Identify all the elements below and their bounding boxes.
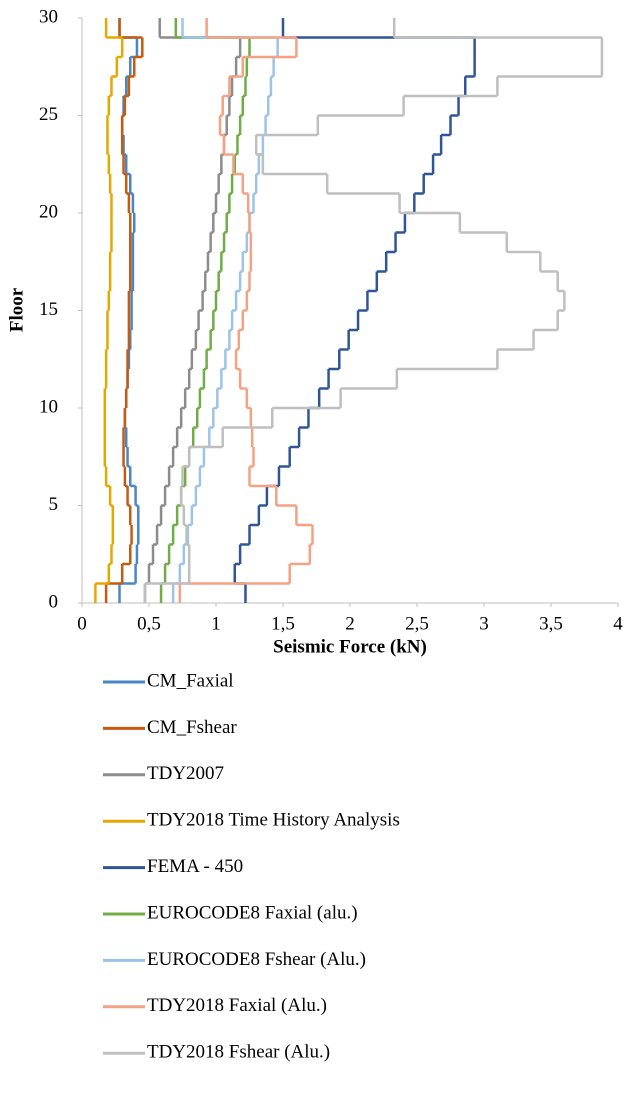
x-tick-label: 1,5 [271,613,295,634]
legend-label: CM_Faxial [147,670,234,691]
y-tick-label: 20 [39,201,58,222]
legend-label: EUROCODE8 Fshear (Alu.) [147,949,366,970]
x-tick-label: 0,5 [137,613,161,634]
legend-label: TDY2007 [147,763,224,784]
x-tick-label: 0 [77,613,87,634]
legend-label: FEMA - 450 [147,856,243,877]
x-tick-label: 2 [345,613,355,634]
x-tick-label: 3,5 [539,613,563,634]
legend-label: TDY2018 Faxial (Alu.) [147,995,327,1016]
y-tick-label: 0 [49,591,59,612]
x-tick-label: 3 [479,613,489,634]
y-tick-label: 15 [39,299,58,320]
legend-label: EUROCODE8 Faxial (alu.) [147,902,358,923]
x-tick-label: 1 [211,613,221,634]
legend-label: TDY2018 Fshear (Alu.) [147,1042,330,1063]
x-axis-label: Seismic Force (kN) [273,636,427,657]
y-tick-label: 30 [39,6,58,27]
legend-label: CM_Fshear [147,717,237,738]
y-tick-label: 10 [39,396,58,417]
y-axis-label: Floor [6,287,27,332]
x-tick-label: 2,5 [405,613,429,634]
y-tick-label: 5 [49,494,59,515]
legend-label: TDY2018 Time History Analysis [147,810,400,831]
y-tick-label: 25 [39,104,58,125]
x-tick-label: 4 [613,613,623,634]
